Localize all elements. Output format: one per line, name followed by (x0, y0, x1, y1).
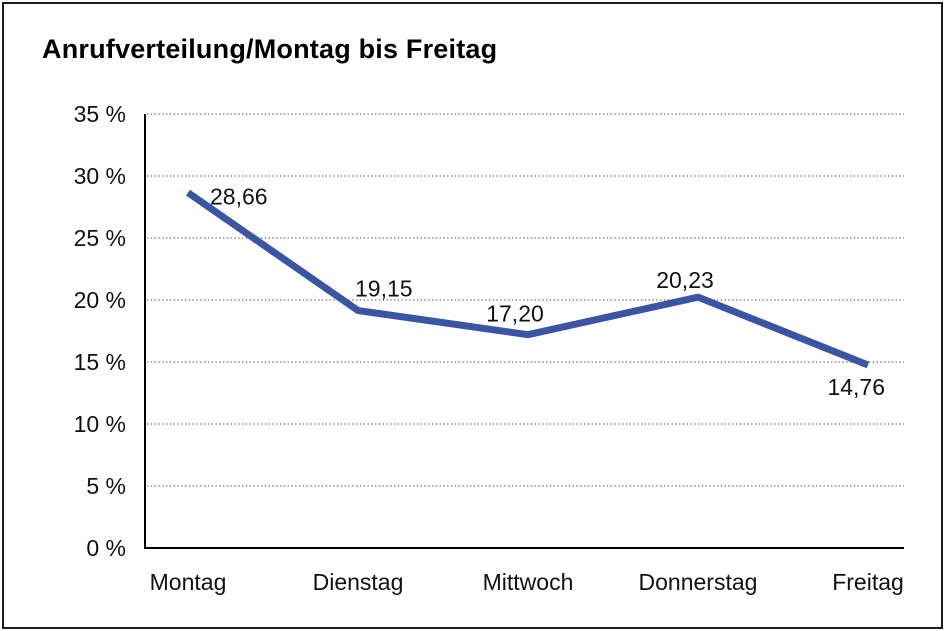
data-point-label: 20,23 (656, 267, 714, 293)
y-tick-label: 20 % (74, 287, 126, 313)
x-category-label: Donnerstag (639, 569, 758, 595)
y-tick-label: 30 % (74, 163, 126, 189)
data-point-label: 14,76 (827, 374, 885, 400)
y-tick-label: 25 % (74, 225, 126, 251)
y-tick-label: 0 % (86, 535, 126, 561)
y-tick-label: 5 % (86, 473, 126, 499)
y-tick-label: 35 % (74, 101, 126, 127)
x-category-label: Dienstag (313, 569, 404, 595)
chart-title: Anrufverteilung/Montag bis Freitag (42, 34, 498, 64)
x-category-label: Montag (150, 569, 227, 595)
y-tick-label: 10 % (74, 411, 126, 437)
x-category-label: Mittwoch (483, 569, 574, 595)
y-tick-label: 15 % (74, 349, 126, 375)
series-line (186, 189, 870, 369)
data-point-label: 17,20 (486, 301, 544, 327)
x-category-label: Freitag (832, 569, 904, 595)
data-point-label: 19,15 (355, 276, 413, 302)
data-point-label: 28,66 (210, 184, 268, 210)
